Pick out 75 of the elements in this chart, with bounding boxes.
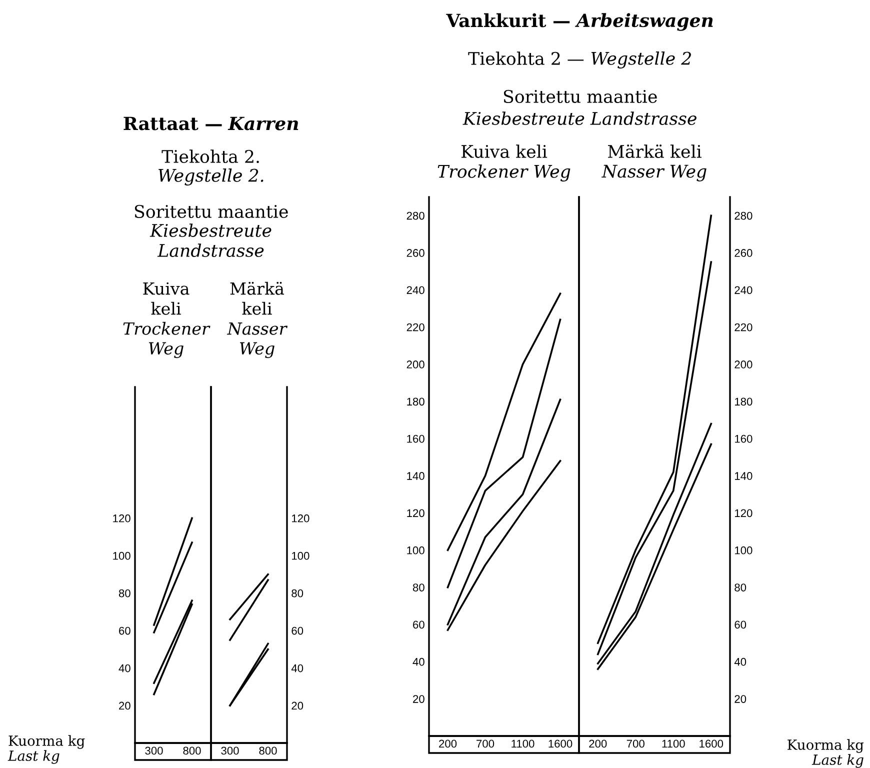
x-tick-label: 700 bbox=[626, 740, 644, 748]
x-tick-label: 300 bbox=[221, 746, 239, 755]
text: Kiesbestreute bbox=[150, 224, 272, 238]
chart-title: Märkä keli bbox=[608, 144, 702, 158]
y-tick-label: 60 bbox=[413, 620, 424, 629]
x-tick-label: 200 bbox=[439, 740, 457, 748]
y2-tick-label: 80 bbox=[734, 584, 746, 592]
y2-tick-label: 100 bbox=[735, 546, 752, 554]
y-tick-label: 100 bbox=[407, 546, 424, 554]
text: Tiekohta 2. bbox=[162, 150, 259, 164]
y-tick-label: 240 bbox=[406, 286, 424, 294]
y2-tick-label: 220 bbox=[734, 323, 752, 332]
y2-tick-label: 280 bbox=[734, 212, 752, 220]
y-tick-label: 280 bbox=[406, 212, 424, 220]
y-tick-label: 120 bbox=[113, 514, 130, 522]
y-tick-label: 120 bbox=[407, 509, 424, 518]
y2-tick-label: 200 bbox=[734, 360, 752, 368]
y2-tick-label: 80 bbox=[292, 589, 304, 598]
x-tick-label: 1600 bbox=[548, 740, 572, 748]
chart-subtitle: Trockener Weg bbox=[438, 164, 570, 182]
x-axis-title: Kuorma kg Last kg bbox=[8, 735, 85, 764]
y2-tick-label: 20 bbox=[734, 695, 746, 703]
text: Wegstelle 2. bbox=[158, 168, 264, 186]
y2-tick-label: 60 bbox=[734, 620, 746, 629]
x-tick-label: 700 bbox=[476, 740, 494, 748]
y-tick-label: 220 bbox=[406, 323, 424, 332]
text: Kiesbestreute Landstrasse bbox=[462, 112, 696, 126]
y-tick-label: 260 bbox=[406, 249, 424, 257]
y-tick-label: 40 bbox=[118, 664, 130, 672]
y2-tick-label: 60 bbox=[292, 626, 304, 635]
y2-tick-label: 120 bbox=[292, 514, 310, 522]
x-tick-label: 800 bbox=[183, 746, 201, 755]
y2-tick-label: 40 bbox=[734, 658, 746, 666]
chart-subtitle: Trockener Weg bbox=[123, 322, 210, 358]
y2-tick-label: 260 bbox=[734, 249, 752, 257]
y-tick-label: 40 bbox=[412, 658, 424, 666]
chart-subtitle: Nasser Weg bbox=[602, 164, 706, 182]
y-tick-label: 100 bbox=[113, 552, 130, 560]
x-tick-label: 1100 bbox=[662, 740, 685, 748]
y-tick-label: 80 bbox=[118, 589, 130, 598]
x-axis-title: Kuorma kg Last kg bbox=[788, 739, 864, 768]
text: Rattaat — bbox=[124, 116, 222, 130]
y-tick-label: 180 bbox=[407, 398, 424, 406]
y2-tick-label: 140 bbox=[735, 472, 752, 480]
y2-tick-label: 120 bbox=[735, 509, 752, 518]
y-tick-label: 140 bbox=[407, 472, 424, 480]
x-tick-label: 800 bbox=[259, 746, 277, 755]
y2-tick-label: 100 bbox=[292, 552, 310, 560]
text: Wegstelle 2 bbox=[591, 51, 691, 69]
chart-title: Kuiva keli bbox=[143, 282, 190, 315]
y2-tick-label: 20 bbox=[292, 702, 304, 710]
chart-title: Märkä keli bbox=[230, 282, 284, 315]
y2-tick-label: 240 bbox=[734, 286, 752, 294]
y-tick-label: 80 bbox=[412, 584, 424, 592]
y-tick-label: 200 bbox=[406, 360, 424, 368]
y2-tick-label: 160 bbox=[735, 434, 752, 443]
y2-tick-label: 40 bbox=[291, 664, 304, 672]
x-tick-label: 300 bbox=[145, 746, 163, 755]
y-tick-label: 20 bbox=[413, 695, 424, 703]
text: Soritettu maantie bbox=[504, 90, 657, 104]
text: Landstrasse bbox=[157, 244, 264, 258]
x-tick-label: 1100 bbox=[512, 740, 534, 748]
y2-tick-label: 180 bbox=[735, 398, 752, 406]
x-tick-label: 200 bbox=[589, 740, 607, 748]
x-tick-label: 1600 bbox=[700, 740, 724, 748]
y-tick-label: 60 bbox=[119, 626, 130, 635]
text: Vankkurit — bbox=[446, 13, 570, 28]
text: Soritettu maantie bbox=[134, 204, 288, 218]
y-tick-label: 160 bbox=[407, 434, 424, 443]
text: Tiekohta 2 — bbox=[468, 52, 584, 66]
chart-subtitle: Nasser Weg bbox=[226, 322, 288, 358]
text: Karren bbox=[228, 116, 298, 130]
chart-title: Kuiva keli bbox=[462, 144, 548, 158]
text: Arbeitswagen bbox=[575, 13, 713, 31]
y-tick-label: 20 bbox=[119, 702, 130, 710]
